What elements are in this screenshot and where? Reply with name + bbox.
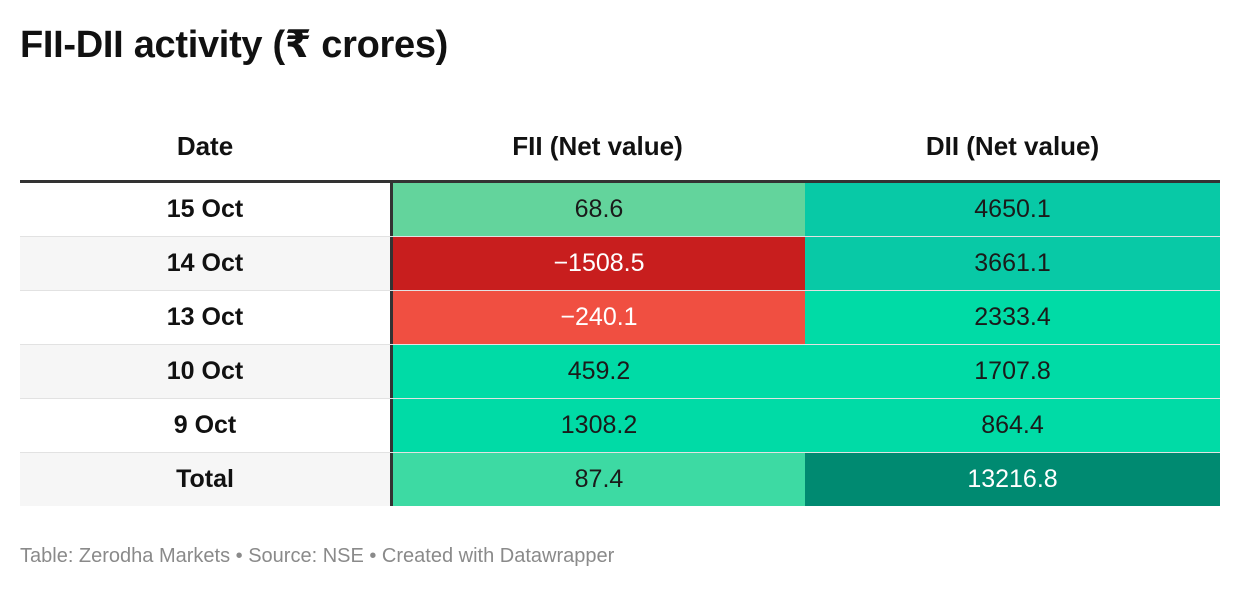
fii-value-cell: −240.1 (390, 291, 805, 344)
column-header-fii[interactable]: FII (Net value) (512, 130, 683, 161)
chart-title: FII-DII activity (₹ crores) (20, 24, 449, 66)
date-cell: 13 Oct (166, 303, 244, 331)
dii-value-cell: 3661.1 (805, 237, 1220, 290)
date-cell: 9 Oct (173, 411, 237, 439)
data-table: Date FII (Net value) DII (Net value) 15 … (20, 112, 1220, 506)
date-cell: 14 Oct (20, 237, 390, 290)
fii-value-cell: 459.2 (390, 345, 805, 398)
dii-value-cell: 864.4 (805, 399, 1220, 452)
table-row: 10 Oct 459.2 1707.8 (20, 345, 1220, 399)
source-footer: Table: Zerodha Markets • Source: NSE • C… (20, 545, 615, 567)
total-row: Total 87.4 13216.8 (20, 453, 1220, 506)
table-row: 13 Oct −240.1 2333.4 (20, 291, 1220, 345)
fii-value-cell: 1308.2 (390, 399, 805, 452)
column-header-dii[interactable]: DII (Net value) (925, 130, 1100, 161)
total-label-cell: Total (20, 453, 390, 506)
dii-total-cell: 13216.8 (805, 453, 1220, 506)
table-row: 14 Oct −1508.5 3661.1 (20, 237, 1220, 291)
date-cell: 10 Oct (20, 345, 390, 398)
column-header-date[interactable]: Date (176, 130, 234, 161)
table-header: Date FII (Net value) DII (Net value) (20, 112, 1220, 183)
fii-total-cell: 87.4 (390, 453, 805, 506)
date-cell: 15 Oct (166, 195, 244, 223)
dii-value-cell: 2333.4 (805, 291, 1220, 344)
table-row: 15 Oct 68.6 4650.1 (20, 183, 1220, 237)
fii-value-cell: −1508.5 (390, 237, 805, 290)
table-row: 9 Oct 1308.2 864.4 (20, 399, 1220, 453)
dii-value-cell: 4650.1 (805, 183, 1220, 236)
fii-value-cell: 68.6 (390, 183, 805, 236)
dii-value-cell: 1707.8 (805, 345, 1220, 398)
